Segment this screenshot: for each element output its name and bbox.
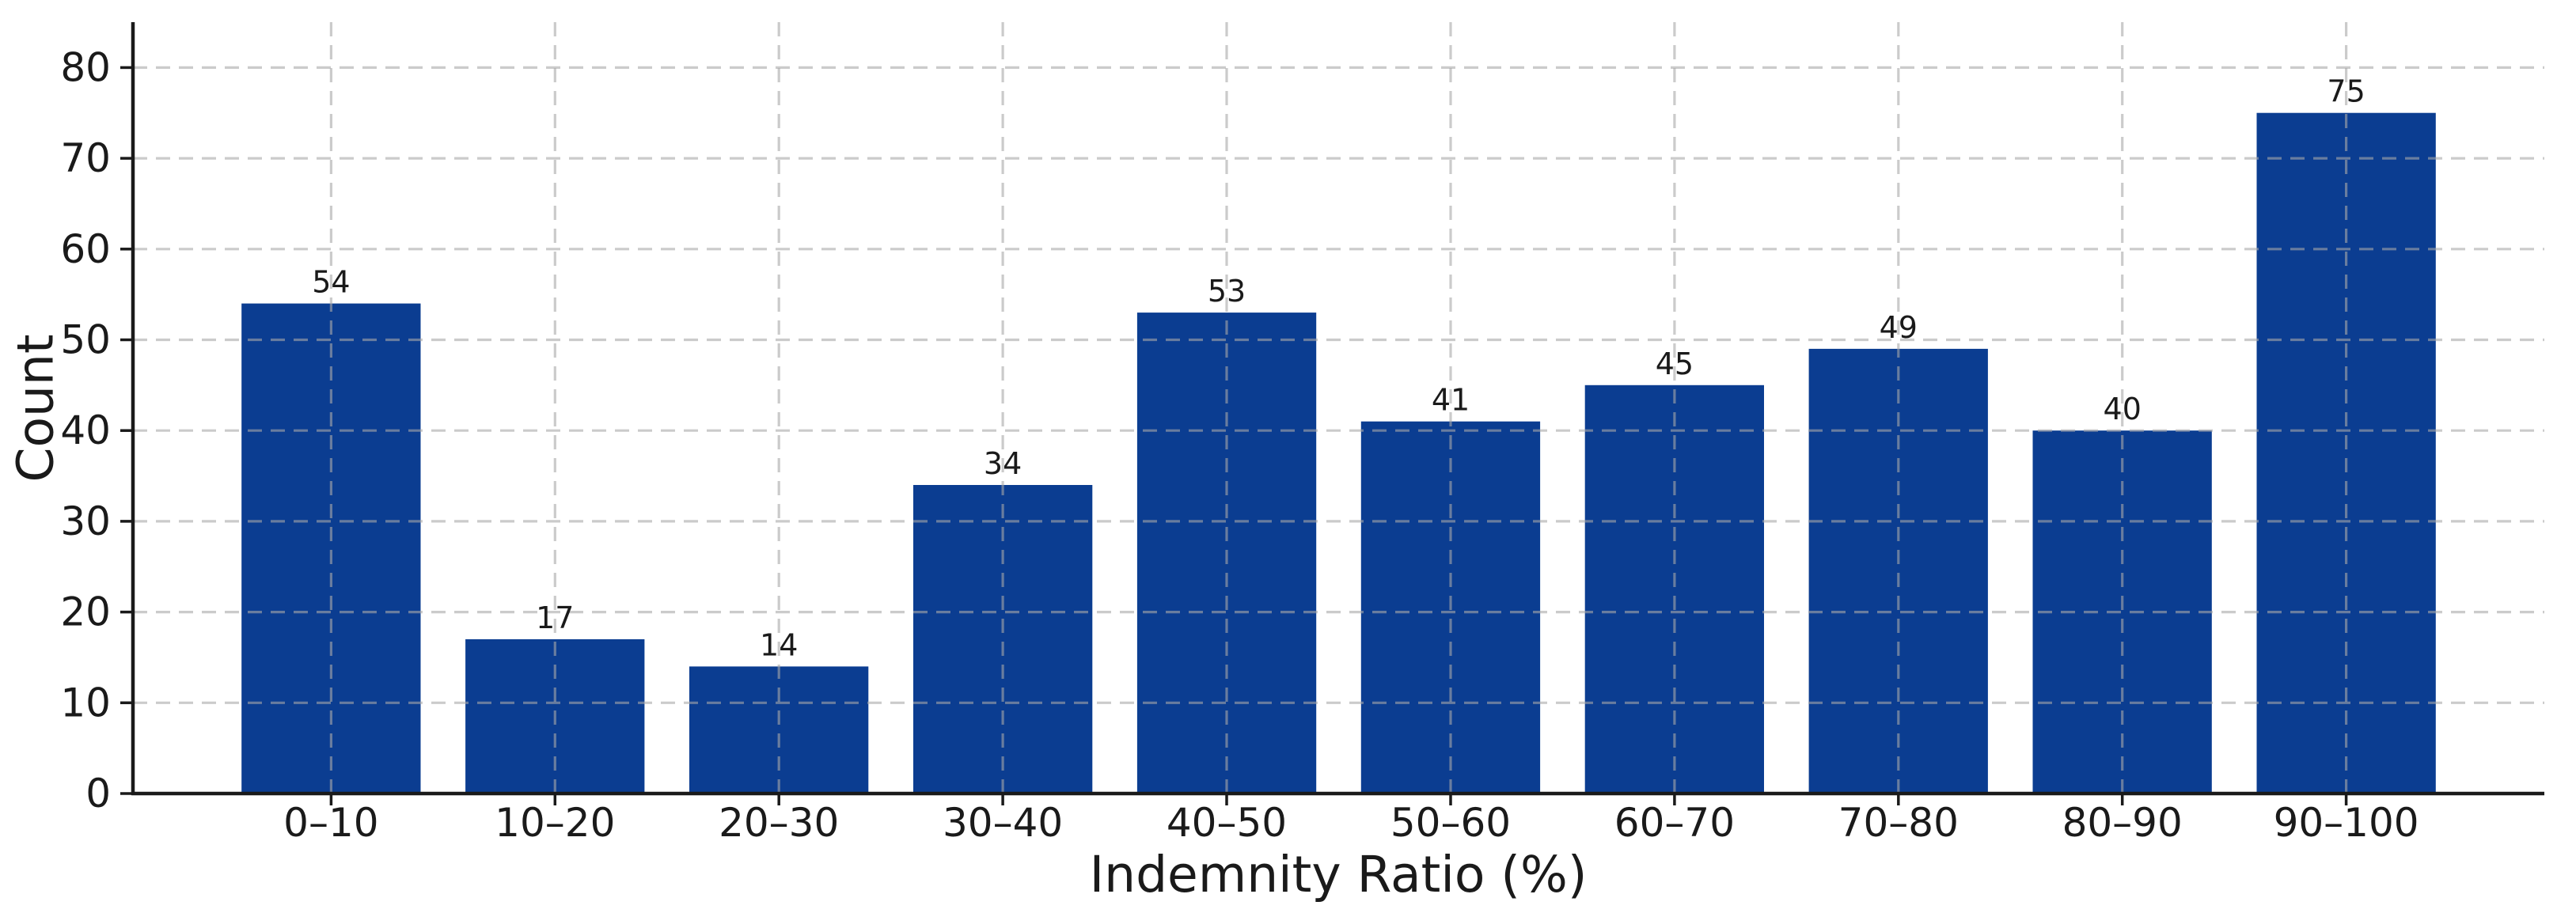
x-tick-label-20–30: 20–30 [719,800,839,846]
y-tick-label-20: 20 [60,589,111,635]
bar-value-label-30–40: 34 [984,446,1022,481]
bar-value-label-10–20: 17 [536,600,574,635]
y-tick-label-80: 80 [60,44,111,90]
y-tick-label-10: 10 [60,680,111,725]
bars-layer [241,112,2436,794]
x-tick-label-10–20: 10–20 [495,800,615,846]
bar-value-label-20–30: 14 [760,627,798,662]
bar-value-label-60–70: 45 [1656,347,1694,381]
x-tick-label-0–10: 0–10 [283,800,378,846]
x-tick-label-80–90: 80–90 [2062,800,2183,846]
bar-60–70 [1584,385,1764,794]
tick-labels-layer: 0 10 20 30 40 50 60 70 80 0–10 10–20 20–30 30–40 40–5… [60,44,2419,846]
x-tick-label-60–70: 60–70 [1614,800,1735,846]
y-tick-label-0: 0 [85,771,111,816]
bar-90–100 [2256,112,2436,794]
bar-value-labels-layer: 54 17 14 34 53 41 45 49 40 75 [312,74,2365,663]
y-tick-label-50: 50 [60,317,111,363]
bar-value-label-90–100: 75 [2327,74,2365,109]
x-tick-label-50–60: 50–60 [1390,800,1511,846]
bar-value-label-0–10: 54 [312,265,350,300]
gridlines-layer [133,22,2544,794]
bar-20–30 [689,666,869,794]
x-tick-label-40–50: 40–50 [1167,800,1287,846]
x-tick-label-90–100: 90–100 [2274,800,2419,846]
y-tick-label-70: 70 [60,135,111,181]
x-tick-label-70–80: 70–80 [1838,800,1959,846]
axes-layer [120,22,2544,805]
y-tick-label-30: 30 [60,498,111,544]
bar-value-label-80–90: 40 [2104,392,2142,426]
x-tick-label-30–40: 30–40 [943,800,1063,846]
bar-value-label-50–60: 41 [1432,383,1470,418]
bar-value-label-40–50: 53 [1208,274,1246,309]
bar-value-label-70–80: 49 [1880,310,1918,345]
x-axis-label: Indemnity Ratio (%) [1090,846,1588,904]
y-axis-label: Count [7,334,65,482]
y-tick-label-60: 60 [60,226,111,272]
y-tick-label-40: 40 [60,407,111,453]
